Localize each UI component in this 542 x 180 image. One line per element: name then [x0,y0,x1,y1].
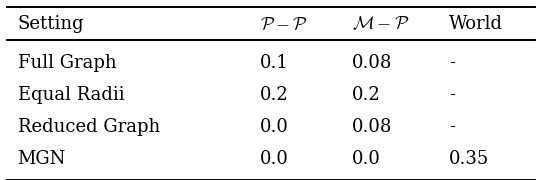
Text: Equal Radii: Equal Radii [17,86,124,104]
Text: 0.1: 0.1 [260,54,289,72]
Text: -: - [449,86,455,104]
Text: 0.2: 0.2 [352,86,380,104]
Text: World: World [449,15,503,33]
Text: 0.2: 0.2 [260,86,289,104]
Text: 0.0: 0.0 [352,150,381,168]
Text: -: - [449,118,455,136]
Text: $\mathcal{P} - \mathcal{P}$: $\mathcal{P} - \mathcal{P}$ [260,15,308,33]
Text: $\mathcal{M} - \mathcal{P}$: $\mathcal{M} - \mathcal{P}$ [352,15,409,33]
Text: Setting: Setting [17,15,84,33]
Text: 0.08: 0.08 [352,54,392,72]
Text: MGN: MGN [17,150,66,168]
Text: 0.0: 0.0 [260,150,289,168]
Text: Reduced Graph: Reduced Graph [17,118,160,136]
Text: 0.08: 0.08 [352,118,392,136]
Text: -: - [449,54,455,72]
Text: 0.0: 0.0 [260,118,289,136]
Text: 0.35: 0.35 [449,150,489,168]
Text: Full Graph: Full Graph [17,54,116,72]
